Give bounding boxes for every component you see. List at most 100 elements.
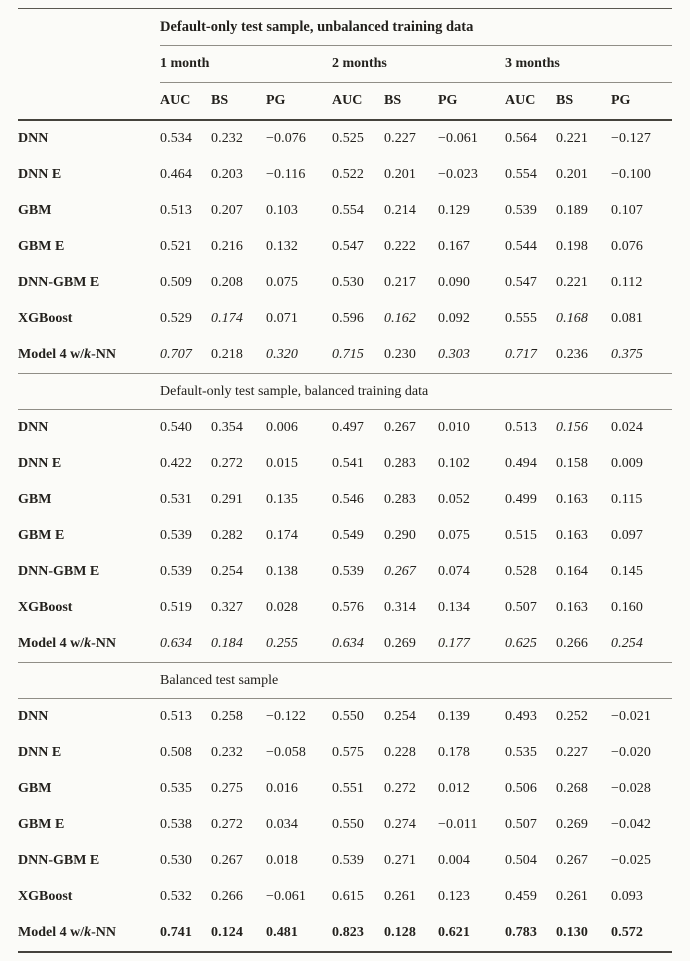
metric-cell: 0.034	[266, 817, 298, 832]
table-row: XGBoost 0.519 0.327 0.028 0.576 0.314 0.134 0.5…	[18, 590, 672, 626]
section-title-unbalanced: Default-only test sample, unbalanced tra…	[160, 8, 673, 46]
metric-cell: 0.539	[332, 564, 364, 579]
metric-cell: 0.549	[332, 528, 364, 543]
metric-cell: 0.177	[438, 636, 470, 651]
metric-cell: 0.539	[160, 528, 192, 543]
header-spacer	[18, 9, 160, 46]
metric-cell: 0.530	[160, 853, 192, 868]
metric-cell: 0.634	[332, 636, 364, 651]
metric-cell: 0.266	[556, 636, 588, 651]
metric-cell: 0.551	[332, 781, 364, 796]
metric-cell: 0.221	[556, 131, 588, 146]
col-header-bs: BS	[384, 82, 438, 121]
metric-cell: 0.459	[505, 889, 537, 904]
row-label: GBM E	[18, 817, 65, 832]
table-row: XGBoost 0.529 0.174 0.071 0.596 0.162 0.092 0.5…	[18, 301, 672, 337]
metric-cell: 0.254	[384, 709, 416, 724]
metric-cell: 0.090	[438, 275, 470, 290]
table-row: DNN-GBM E 0.509 0.208 0.075 0.530 0.217 0.090 0…	[18, 265, 672, 301]
metric-cell: 0.508	[160, 745, 192, 760]
table-row: GBM 0.513 0.207 0.103 0.554 0.214 0.129 0.539 0.…	[18, 193, 672, 229]
metric-cell: 0.178	[438, 745, 470, 760]
metric-cell: 0.530	[332, 275, 364, 290]
metric-cell: 0.267	[384, 564, 416, 579]
row-label: GBM	[18, 203, 52, 218]
band-spacer	[18, 662, 160, 699]
metric-cell: 0.174	[211, 311, 243, 326]
row-label: DNN E	[18, 456, 62, 471]
row-label: XGBoost	[18, 311, 73, 326]
metric-cell: 0.267	[384, 420, 416, 435]
metric-cell: 0.267	[556, 853, 588, 868]
metric-cell: 0.572	[611, 925, 643, 940]
metric-cell: 0.267	[211, 853, 243, 868]
metric-cell: 0.201	[384, 167, 416, 182]
table-row: DNN-GBM E 0.539 0.254 0.138 0.539 0.267 0.074 0…	[18, 554, 672, 590]
row-label: DNN	[18, 420, 49, 435]
metric-cell: 0.075	[438, 528, 470, 543]
metric-cell: 0.254	[611, 636, 643, 651]
metric-cell: 0.214	[384, 203, 416, 218]
section-band-row: Balanced test sample	[18, 662, 673, 699]
metric-cell: 0.203	[211, 167, 243, 182]
metric-cell: 0.532	[160, 889, 192, 904]
metric-cell: 0.081	[611, 311, 643, 326]
table-row: DNN 0.534 0.232 −0.076 0.525 0.227 −0.061 0.564…	[18, 120, 672, 157]
metric-cell: 0.540	[160, 420, 192, 435]
metric-cell: −0.021	[611, 709, 651, 724]
metric-cell: 0.128	[384, 925, 416, 940]
metric-cell: 0.222	[384, 239, 416, 254]
row-label: XGBoost	[18, 889, 73, 904]
col-header-pg: PG	[611, 82, 673, 121]
metric-cell: 0.535	[160, 781, 192, 796]
metric-cell: 0.164	[556, 564, 588, 579]
metric-cell: −0.025	[611, 853, 651, 868]
table-row: DNN E 0.508 0.232 −0.058 0.575 0.228 0.178 0.53…	[18, 735, 672, 771]
header-spacer	[18, 46, 160, 83]
metric-cell: 0.422	[160, 456, 192, 471]
section-title: Balanced test sample	[160, 662, 673, 699]
metric-cell: −0.023	[438, 167, 478, 182]
metric-cell: 0.513	[160, 203, 192, 218]
metric-cell: 0.494	[505, 456, 537, 471]
metric-cell: 0.535	[505, 745, 537, 760]
metric-cell: 0.255	[266, 636, 298, 651]
metric-cell: 0.218	[211, 347, 243, 362]
metric-cell: 0.135	[266, 492, 298, 507]
col-header-auc: AUC	[160, 82, 211, 121]
metric-cell: 0.596	[332, 311, 364, 326]
metric-cell: 0.320	[266, 347, 298, 362]
metric-cell: 0.497	[332, 420, 364, 435]
metric-cell: 0.112	[611, 275, 643, 290]
col-header-bs: BS	[211, 82, 266, 121]
col-header-auc: AUC	[505, 82, 556, 121]
metric-cell: 0.115	[611, 492, 643, 507]
metric-cell: 0.283	[384, 456, 416, 471]
metric-cell: 0.232	[211, 745, 243, 760]
section-title: Default-only test sample, balanced train…	[160, 373, 673, 410]
metric-cell: 0.269	[384, 636, 416, 651]
metric-cell: 0.207	[211, 203, 243, 218]
col-header-bs: BS	[556, 82, 611, 121]
metric-cell: 0.028	[266, 600, 298, 615]
metric-cell: 0.221	[556, 275, 588, 290]
row-label: GBM	[18, 781, 52, 796]
metric-cell: 0.075	[266, 275, 298, 290]
metric-cell: 0.515	[505, 528, 537, 543]
metric-cell: 0.634	[160, 636, 192, 651]
metric-cell: 0.227	[384, 131, 416, 146]
metric-cell: 0.715	[332, 347, 364, 362]
metric-cell: 0.189	[556, 203, 588, 218]
metric-cell: 0.504	[505, 853, 537, 868]
metric-headers-row: AUC BS PG AUC BS PG AUC BS PG	[18, 82, 673, 121]
row-label: DNN E	[18, 745, 62, 760]
metric-cell: 0.103	[266, 203, 298, 218]
metric-cell: 0.269	[556, 817, 588, 832]
header-spacer	[18, 82, 160, 121]
month-groups-row: 1 month 2 months 3 months	[18, 45, 673, 83]
metric-cell: 0.162	[384, 311, 416, 326]
metric-cell: 0.534	[160, 131, 192, 146]
table-row: GBM E 0.538 0.272 0.034 0.550 0.274 −0.011 0.50…	[18, 807, 672, 843]
metric-cell: 0.168	[556, 311, 588, 326]
row-label: Model 4 w/k-NN	[18, 636, 116, 651]
